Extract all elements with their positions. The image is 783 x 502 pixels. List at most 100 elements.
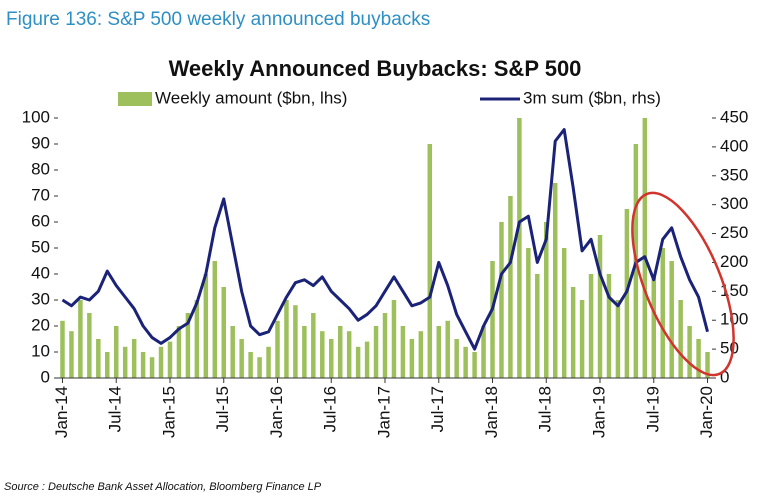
bar bbox=[651, 274, 657, 378]
y-tick-label: 90 bbox=[31, 133, 50, 152]
bar bbox=[517, 118, 522, 378]
bar bbox=[463, 346, 468, 378]
bar bbox=[158, 346, 164, 378]
legend-label: 3m sum ($bn, rhs) bbox=[523, 88, 661, 107]
bar bbox=[284, 300, 289, 378]
chart-title: Weekly Announced Buybacks: S&P 500 bbox=[169, 56, 582, 81]
y-tick-label: 10 bbox=[31, 341, 50, 360]
bar bbox=[552, 183, 558, 378]
bar bbox=[391, 300, 397, 378]
y-tick-label: 20 bbox=[31, 315, 50, 334]
y2-tick-label: 250 bbox=[720, 223, 748, 242]
bar bbox=[436, 326, 441, 378]
bar bbox=[320, 331, 325, 378]
bar bbox=[96, 339, 101, 378]
bar bbox=[203, 274, 209, 378]
x-tick-label: Jan-19 bbox=[589, 386, 608, 438]
bar bbox=[257, 357, 262, 378]
bar bbox=[311, 313, 316, 378]
bar bbox=[355, 346, 361, 378]
y-tick-label: 70 bbox=[31, 185, 50, 204]
bar bbox=[221, 287, 226, 378]
bar bbox=[696, 339, 701, 378]
bar bbox=[373, 326, 379, 378]
y-tick-label: 100 bbox=[22, 107, 50, 126]
x-tick-label: Jan-16 bbox=[267, 386, 286, 438]
x-tick-label: Jul-14 bbox=[106, 386, 125, 432]
bar bbox=[508, 196, 513, 378]
bar bbox=[669, 261, 674, 378]
bar bbox=[454, 339, 459, 378]
legend-swatch bbox=[118, 92, 152, 106]
bar bbox=[176, 326, 182, 378]
bar bbox=[418, 331, 424, 378]
bar bbox=[597, 235, 603, 378]
bar bbox=[687, 326, 692, 378]
bar bbox=[329, 339, 334, 378]
bar bbox=[364, 341, 370, 378]
bar bbox=[140, 352, 146, 378]
bar bbox=[302, 326, 307, 378]
y2-tick-label: 300 bbox=[720, 194, 748, 213]
bar bbox=[248, 352, 253, 378]
x-tick-label: Jul-15 bbox=[213, 386, 232, 432]
y-tick-label: 60 bbox=[31, 211, 50, 230]
x-tick-label: Jan-20 bbox=[697, 386, 716, 438]
x-tick-label: Jan-14 bbox=[52, 386, 71, 438]
x-tick-label: Jul-17 bbox=[428, 386, 447, 432]
source-note: Source : Deutsche Bank Asset Allocation,… bbox=[4, 481, 322, 493]
y-tick-label: 80 bbox=[31, 159, 50, 178]
bar bbox=[579, 300, 585, 378]
y2-tick-label: 200 bbox=[720, 252, 748, 271]
bar bbox=[526, 248, 531, 378]
bar bbox=[400, 326, 406, 378]
bar bbox=[185, 313, 191, 378]
bar bbox=[660, 248, 665, 378]
x-tick-label: Jul-16 bbox=[321, 386, 340, 432]
bar bbox=[499, 222, 504, 378]
bar bbox=[87, 313, 92, 378]
x-tick-label: Jan-15 bbox=[159, 386, 178, 438]
bar bbox=[337, 326, 343, 378]
bar bbox=[561, 248, 567, 378]
bar bbox=[678, 300, 683, 378]
bar bbox=[544, 222, 549, 378]
bar bbox=[275, 320, 280, 378]
bar bbox=[445, 320, 450, 378]
bar bbox=[194, 300, 200, 378]
figure-title: Figure 136: S&P 500 weekly announced buy… bbox=[6, 9, 430, 30]
annotation-ellipse bbox=[631, 191, 735, 377]
bar bbox=[60, 320, 65, 378]
bar bbox=[293, 305, 298, 378]
plot-area: 0102030405060708090100050100150200250300… bbox=[22, 107, 749, 438]
bar bbox=[382, 313, 388, 378]
bar bbox=[78, 300, 83, 378]
line bbox=[61, 128, 709, 351]
y-tick-label: 40 bbox=[31, 263, 50, 282]
bar bbox=[113, 326, 119, 378]
bar bbox=[642, 118, 648, 378]
bar bbox=[409, 339, 415, 378]
bar bbox=[167, 341, 173, 378]
x-tick-label: Jul-18 bbox=[536, 386, 555, 432]
bar bbox=[122, 346, 128, 378]
bar bbox=[230, 326, 235, 378]
y2-tick-label: 50 bbox=[720, 339, 739, 358]
y2-tick-label: 350 bbox=[720, 165, 748, 184]
bar bbox=[615, 300, 621, 378]
bar bbox=[588, 274, 594, 378]
x-tick-label: Jan-18 bbox=[482, 386, 501, 438]
bar bbox=[149, 357, 155, 378]
bar bbox=[606, 274, 612, 378]
bar bbox=[212, 261, 218, 378]
x-tick-label: Jan-17 bbox=[374, 386, 393, 438]
legend-label: Weekly amount ($bn, lhs) bbox=[155, 88, 347, 107]
bar bbox=[131, 339, 137, 378]
bar bbox=[346, 331, 352, 378]
bar bbox=[266, 346, 271, 378]
y-tick-label: 30 bbox=[31, 289, 50, 308]
bar bbox=[472, 352, 477, 378]
bar bbox=[69, 331, 74, 378]
y-tick-label: 50 bbox=[31, 237, 50, 256]
bar bbox=[427, 144, 433, 378]
